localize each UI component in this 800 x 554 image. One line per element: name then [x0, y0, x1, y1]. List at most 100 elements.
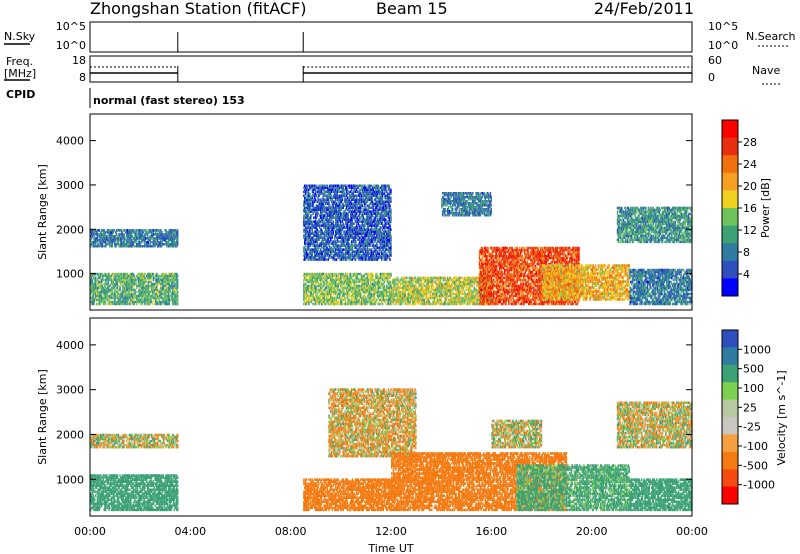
rti-cell [356, 288, 359, 292]
rti-cell [99, 237, 101, 240]
rti-cell [314, 232, 316, 235]
rti-cell [173, 296, 176, 300]
rti-cell [100, 290, 102, 294]
rti-cell [319, 206, 321, 209]
rti-cell [126, 298, 129, 302]
rti-cell [352, 202, 354, 205]
rti-cell [107, 231, 110, 234]
rti-cell [354, 300, 356, 304]
rti-cell [303, 248, 305, 251]
rti-cell [303, 200, 305, 203]
rti-cell [126, 229, 128, 232]
rti-cell [108, 274, 110, 278]
rti-cell [352, 288, 354, 292]
rti-cell [304, 292, 307, 296]
rti-cell [381, 276, 384, 280]
rti-cell [138, 288, 140, 292]
rti-cell [102, 235, 104, 238]
rti-cell [176, 288, 178, 292]
rti-cell [312, 296, 314, 300]
rti-cell [376, 290, 379, 294]
rti-cell [336, 296, 339, 300]
rti-cell [359, 236, 361, 239]
rti-cell [162, 276, 165, 280]
rti-cell [329, 274, 331, 278]
rti-cell [358, 300, 360, 304]
rti-cell [158, 302, 161, 306]
rti-cell [111, 288, 114, 292]
rti-cell [303, 236, 305, 239]
rti-cell [170, 235, 172, 238]
rti-cell [123, 233, 125, 236]
rti-cell [174, 274, 176, 278]
rti-cell [108, 284, 110, 288]
rti-cell [308, 256, 310, 259]
rti-cell [307, 222, 309, 225]
rti-cell [337, 276, 339, 280]
rti-cell [102, 237, 104, 240]
rti-cell [328, 280, 330, 284]
rti-cell [90, 274, 92, 278]
rti-cell [335, 300, 337, 304]
rti-cell [372, 290, 375, 294]
rti-cell [341, 274, 344, 278]
rti-cell [321, 240, 324, 243]
rti-cell [172, 235, 175, 238]
rti-cell [116, 278, 119, 282]
rti-cell [307, 232, 309, 235]
rti-cell [307, 294, 309, 298]
rti-cell [357, 290, 360, 294]
rti-cell [360, 302, 362, 306]
rti-cell [321, 210, 324, 213]
rti-cell [364, 302, 366, 306]
rti-cell [131, 286, 134, 290]
rti-cell [150, 235, 152, 238]
rti-cell [323, 254, 325, 257]
rti-cell [387, 280, 390, 284]
rti-cell [310, 236, 313, 239]
rti-cell [363, 300, 365, 304]
rti-cell [146, 294, 148, 298]
rti-cell [315, 212, 318, 215]
rti-cell [146, 231, 148, 234]
rti-cell [321, 186, 324, 189]
rti-cell [161, 292, 163, 296]
rti-cell [317, 230, 319, 233]
rti-cell [369, 292, 371, 296]
rti-cell [324, 238, 326, 241]
rti-cell [308, 192, 310, 195]
rti-cell [317, 186, 319, 189]
rti-cell [387, 294, 390, 298]
rti-cell [177, 290, 179, 294]
rti-cell [353, 288, 355, 292]
rti-cell [90, 290, 92, 294]
rti-cell [359, 292, 361, 296]
rti-cell [97, 245, 99, 248]
rti-cell [375, 290, 377, 294]
rti-cell [159, 245, 161, 248]
rti-cell [150, 229, 152, 232]
rti-cell [356, 294, 359, 298]
rti-cell [324, 238, 327, 241]
rti-cell [160, 282, 162, 286]
rti-cell [90, 300, 92, 304]
rti-cell [105, 243, 108, 246]
rti-cell [326, 232, 329, 235]
rti-cell [368, 290, 370, 294]
rti-cell [154, 296, 156, 300]
rti-cell [382, 290, 385, 294]
rti-cell [94, 276, 96, 280]
rti-cell [156, 241, 158, 244]
rti-cell [314, 194, 316, 197]
rti-cell [168, 296, 171, 300]
rti-cell [314, 230, 316, 233]
rti-cell [316, 190, 319, 193]
rti-cell [314, 278, 317, 282]
rti-cell [310, 220, 313, 223]
rti-cell [119, 237, 121, 240]
rti-cell [324, 224, 327, 227]
rti-cell [306, 272, 309, 276]
rti-cell [143, 272, 145, 276]
rti-cell [325, 272, 328, 276]
rti-cell [383, 292, 385, 296]
